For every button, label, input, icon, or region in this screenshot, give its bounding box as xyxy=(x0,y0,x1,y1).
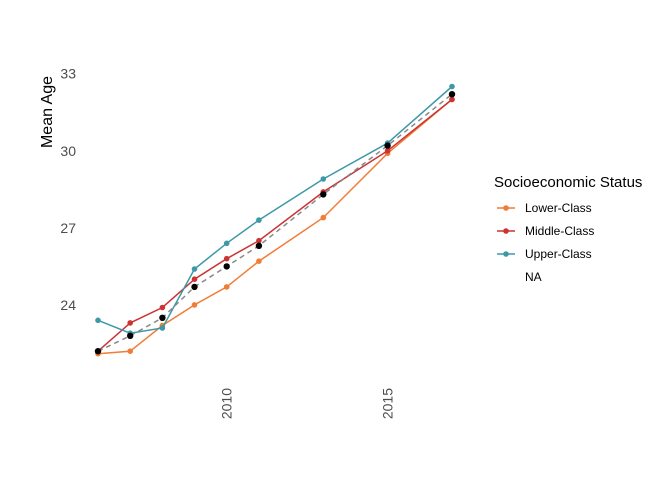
legend: Socioeconomic Status Lower-Class Middle-C… xyxy=(494,174,642,284)
y-tick-labels: 24 27 30 33 xyxy=(60,66,76,313)
data-point-upper-class xyxy=(95,317,101,324)
data-point-upper-class xyxy=(191,266,198,272)
y-tick-label: 27 xyxy=(60,220,76,236)
data-point-lower-class xyxy=(223,284,230,290)
x-tick-labels: 2010 2015 xyxy=(219,388,396,419)
data-point-lower-class xyxy=(191,302,198,308)
data-point-upper-class xyxy=(320,176,327,182)
x-tick-label: 2010 xyxy=(219,388,235,419)
data-point-na xyxy=(159,314,166,321)
data-point-na xyxy=(223,263,230,270)
data-point-upper-class xyxy=(223,240,230,247)
y-axis-title: Mean Age xyxy=(39,76,56,148)
legend-item-middle-class: Middle-Class xyxy=(497,224,594,238)
y-tick-label: 24 xyxy=(60,297,76,313)
legend-label: Upper-Class xyxy=(525,247,592,261)
data-point-middle-class xyxy=(191,276,198,283)
data-point-lower-class xyxy=(256,258,262,265)
data-point-na xyxy=(320,191,327,198)
series-na xyxy=(94,91,456,355)
data-point-na xyxy=(384,142,391,149)
data-point-upper-class xyxy=(449,83,455,90)
legend-title: Socioeconomic Status xyxy=(494,174,642,191)
legend-item-lower-class: Lower-Class xyxy=(497,201,592,215)
legend-key-point xyxy=(503,205,509,211)
data-point-middle-class xyxy=(449,96,455,103)
data-point-na xyxy=(127,332,134,339)
legend-entries: Lower-Class Middle-Class Upper-Class NA xyxy=(497,201,594,284)
data-point-lower-class xyxy=(320,214,327,221)
legend-key-point xyxy=(503,251,509,257)
legend-label: NA xyxy=(525,270,542,284)
series-line-lower-class xyxy=(97,98,453,355)
y-tick-label: 33 xyxy=(60,66,76,82)
legend-key-point xyxy=(503,228,509,234)
series-line-upper-class xyxy=(97,85,453,334)
data-point-upper-class xyxy=(256,217,262,223)
data-point-middle-class xyxy=(256,237,262,244)
data-point-na xyxy=(255,242,263,249)
data-point-na xyxy=(448,91,456,98)
legend-label: Middle-Class xyxy=(525,224,594,238)
plot-series xyxy=(94,83,456,357)
data-point-upper-class xyxy=(159,325,166,331)
legend-item-na: NA xyxy=(525,270,542,284)
data-point-lower-class xyxy=(127,348,133,355)
data-point-na xyxy=(191,283,198,291)
x-tick-label: 2015 xyxy=(380,388,396,419)
data-point-middle-class xyxy=(223,255,230,262)
legend-label: Lower-Class xyxy=(525,201,592,215)
data-point-middle-class xyxy=(159,304,166,311)
data-point-middle-class xyxy=(127,320,133,326)
y-tick-label: 30 xyxy=(60,143,76,159)
legend-item-upper-class: Upper-Class xyxy=(497,247,592,261)
data-point-middle-class xyxy=(384,148,391,154)
series-upper-class xyxy=(95,83,455,337)
data-point-na xyxy=(94,348,102,355)
